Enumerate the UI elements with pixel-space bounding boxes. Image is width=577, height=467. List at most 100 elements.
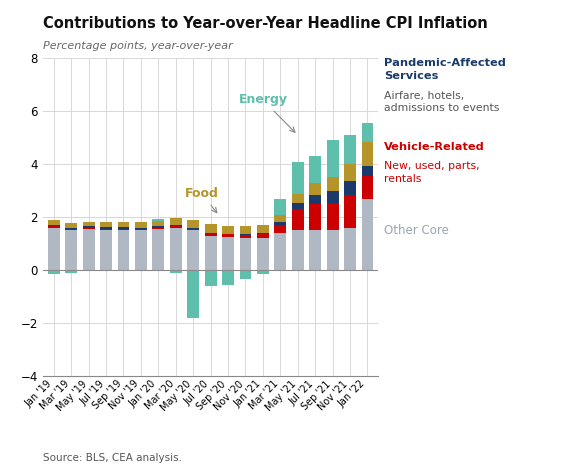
Bar — [100, 230, 112, 270]
Bar — [65, 228, 77, 229]
Text: Contributions to Year-over-Year Headline CPI Inflation: Contributions to Year-over-Year Headline… — [43, 16, 488, 31]
Bar — [292, 194, 304, 204]
Bar — [170, 270, 182, 273]
Bar — [257, 234, 269, 238]
Text: Percentage points, year-over-year: Percentage points, year-over-year — [43, 41, 233, 51]
Bar — [257, 225, 269, 233]
Bar — [170, 219, 182, 225]
Bar — [205, 236, 216, 270]
Bar — [118, 229, 129, 230]
Bar — [275, 225, 286, 233]
Bar — [327, 191, 339, 203]
Bar — [188, 229, 199, 230]
Bar — [170, 228, 182, 270]
Bar — [344, 164, 356, 181]
Bar — [239, 270, 252, 279]
Bar — [327, 230, 339, 270]
Bar — [292, 209, 304, 230]
Bar — [257, 238, 269, 270]
Text: New, used, parts,
rentals: New, used, parts, rentals — [384, 161, 479, 184]
Bar — [135, 229, 147, 230]
Bar — [48, 225, 59, 226]
Bar — [344, 135, 356, 164]
Bar — [327, 177, 339, 191]
Bar — [309, 230, 321, 270]
Bar — [362, 198, 373, 270]
Bar — [309, 195, 321, 204]
Bar — [188, 270, 199, 318]
Bar — [100, 227, 112, 229]
Bar — [83, 270, 95, 271]
Bar — [327, 140, 339, 177]
Bar — [83, 228, 95, 229]
Bar — [222, 226, 234, 234]
Bar — [257, 233, 269, 234]
Bar — [327, 203, 339, 230]
Bar — [205, 234, 216, 236]
Bar — [135, 230, 147, 270]
Bar — [362, 176, 373, 198]
Bar — [309, 204, 321, 230]
Bar — [152, 226, 164, 228]
Bar — [205, 224, 216, 233]
Bar — [152, 228, 164, 229]
Bar — [188, 220, 199, 228]
Bar — [65, 230, 77, 270]
Bar — [344, 181, 356, 195]
Bar — [344, 195, 356, 228]
Bar — [48, 220, 59, 225]
Bar — [362, 123, 373, 142]
Bar — [292, 163, 304, 194]
Text: Pandemic-Affected
Services: Pandemic-Affected Services — [384, 58, 505, 81]
Text: Airfare, hotels,
admissions to events: Airfare, hotels, admissions to events — [384, 91, 499, 113]
Bar — [100, 222, 112, 227]
Bar — [135, 222, 147, 228]
Bar — [239, 235, 252, 238]
Bar — [309, 183, 321, 195]
Bar — [222, 270, 234, 284]
Bar — [65, 229, 77, 230]
Bar — [118, 227, 129, 229]
Bar — [152, 219, 164, 220]
Bar — [205, 233, 216, 234]
Bar — [275, 222, 286, 225]
Bar — [118, 222, 129, 227]
Bar — [239, 238, 252, 270]
Text: Energy: Energy — [238, 93, 295, 132]
Bar — [170, 225, 182, 226]
Bar — [275, 215, 286, 222]
Bar — [83, 229, 95, 270]
Bar — [292, 230, 304, 270]
Bar — [135, 228, 147, 229]
Bar — [344, 228, 356, 270]
Bar — [205, 270, 216, 286]
Text: Other Core: Other Core — [384, 224, 448, 237]
Bar — [222, 237, 234, 270]
Text: Vehicle-Related: Vehicle-Related — [384, 142, 485, 152]
Bar — [48, 270, 59, 274]
Bar — [275, 233, 286, 270]
Bar — [292, 204, 304, 209]
Bar — [222, 234, 234, 237]
Bar — [152, 220, 164, 226]
Bar — [257, 270, 269, 274]
Bar — [83, 222, 95, 226]
Bar — [152, 229, 164, 270]
Bar — [48, 226, 59, 228]
Text: Source: BLS, CEA analysis.: Source: BLS, CEA analysis. — [43, 453, 182, 463]
Bar — [188, 230, 199, 270]
Bar — [118, 230, 129, 270]
Bar — [309, 156, 321, 183]
Bar — [48, 228, 59, 270]
Bar — [275, 199, 286, 215]
Bar — [100, 229, 112, 230]
Bar — [362, 166, 373, 176]
Bar — [362, 142, 373, 166]
Bar — [239, 226, 252, 234]
Bar — [83, 226, 95, 228]
Bar — [65, 270, 77, 273]
Bar — [188, 228, 199, 229]
Bar — [239, 234, 252, 235]
Bar — [170, 226, 182, 228]
Text: Food: Food — [185, 187, 219, 212]
